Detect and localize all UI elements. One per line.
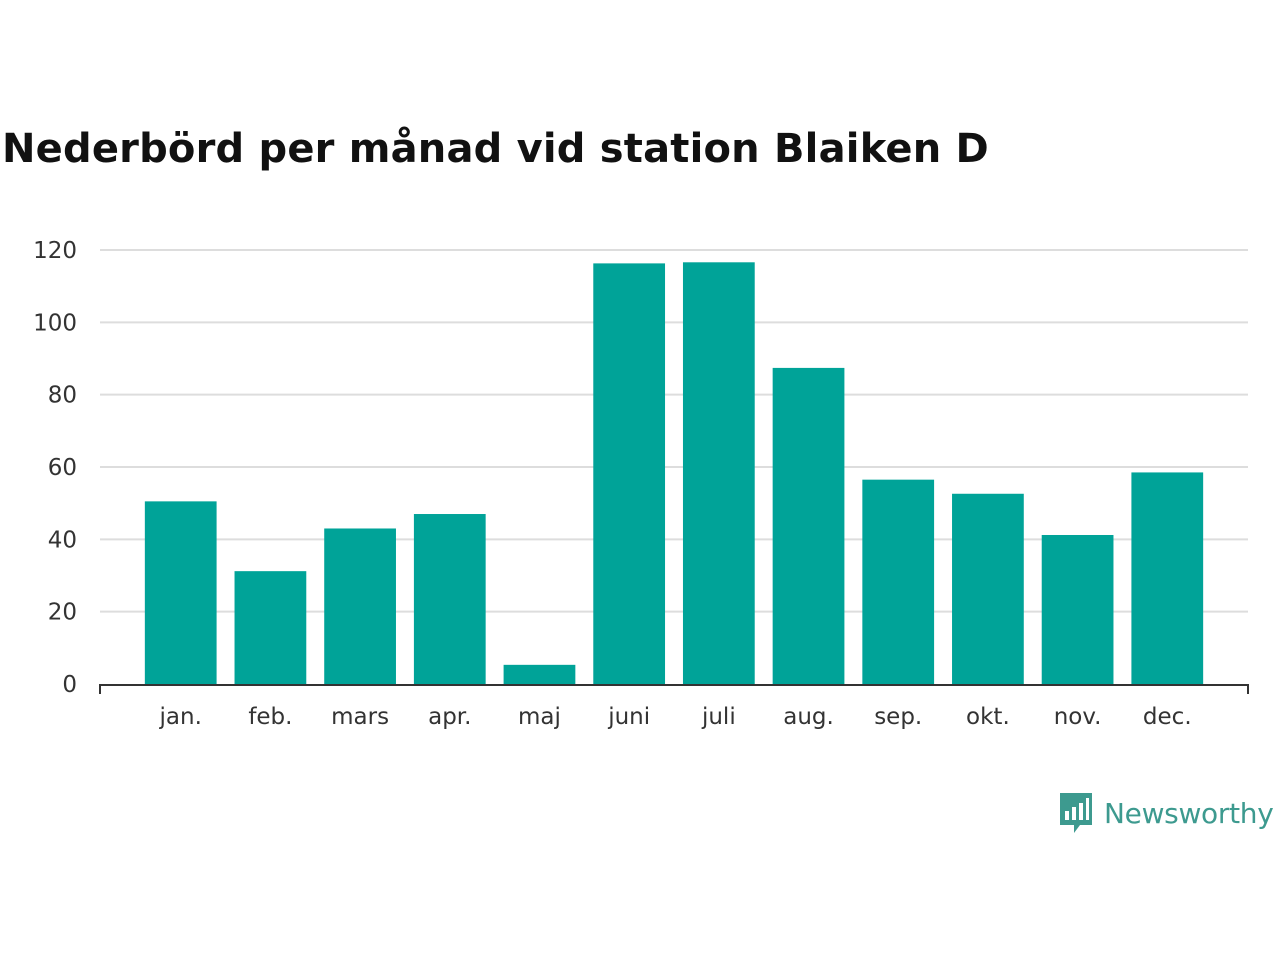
x-tick-label: aug.	[783, 704, 834, 730]
bar	[862, 479, 935, 684]
y-tick-label: 40	[48, 527, 77, 553]
chart-title: Nederbörd per månad vid station Blaiken …	[2, 126, 989, 172]
x-tick-label: jan.	[159, 704, 202, 730]
brand-logo: Newsworthy	[1058, 790, 1274, 836]
x-tick-label: feb.	[248, 704, 292, 730]
bar	[503, 664, 576, 684]
bar	[593, 263, 666, 684]
bar	[413, 514, 486, 684]
brand-name: Newsworthy	[1104, 796, 1274, 830]
bar	[952, 493, 1024, 684]
x-axis	[99, 684, 1249, 694]
x-tick-label: juni	[607, 704, 650, 730]
x-tick-label: mars	[331, 704, 389, 730]
bar	[682, 262, 755, 684]
y-tick-label: 60	[48, 455, 77, 481]
bar	[144, 501, 217, 684]
bar	[1131, 472, 1204, 684]
x-axis-tick-labels: jan. feb. mars apr. maj juni juli aug. sep. okt. n…	[159, 704, 1192, 730]
bar	[1041, 534, 1114, 684]
x-tick-label: juli	[701, 704, 736, 730]
x-tick-label: dec.	[1143, 704, 1192, 730]
y-tick-label: 80	[48, 383, 77, 409]
y-axis-tick-labels: 0 20 40 60 80 100 120	[33, 238, 77, 698]
x-tick-label: maj	[518, 704, 561, 730]
bar	[324, 528, 396, 684]
y-tick-label: 120	[33, 238, 77, 264]
bar-chart-speech-bubble-icon	[1060, 793, 1092, 833]
x-tick-label: okt.	[966, 704, 1010, 730]
y-tick-label: 100	[33, 310, 77, 336]
bar	[234, 571, 307, 684]
bar	[772, 367, 845, 684]
x-tick-label: sep.	[874, 704, 922, 730]
y-tick-label: 20	[48, 600, 77, 626]
x-tick-label: nov.	[1054, 704, 1102, 730]
y-tick-label: 0	[62, 672, 77, 698]
bars	[144, 262, 1204, 684]
x-tick-label: apr.	[428, 704, 471, 730]
